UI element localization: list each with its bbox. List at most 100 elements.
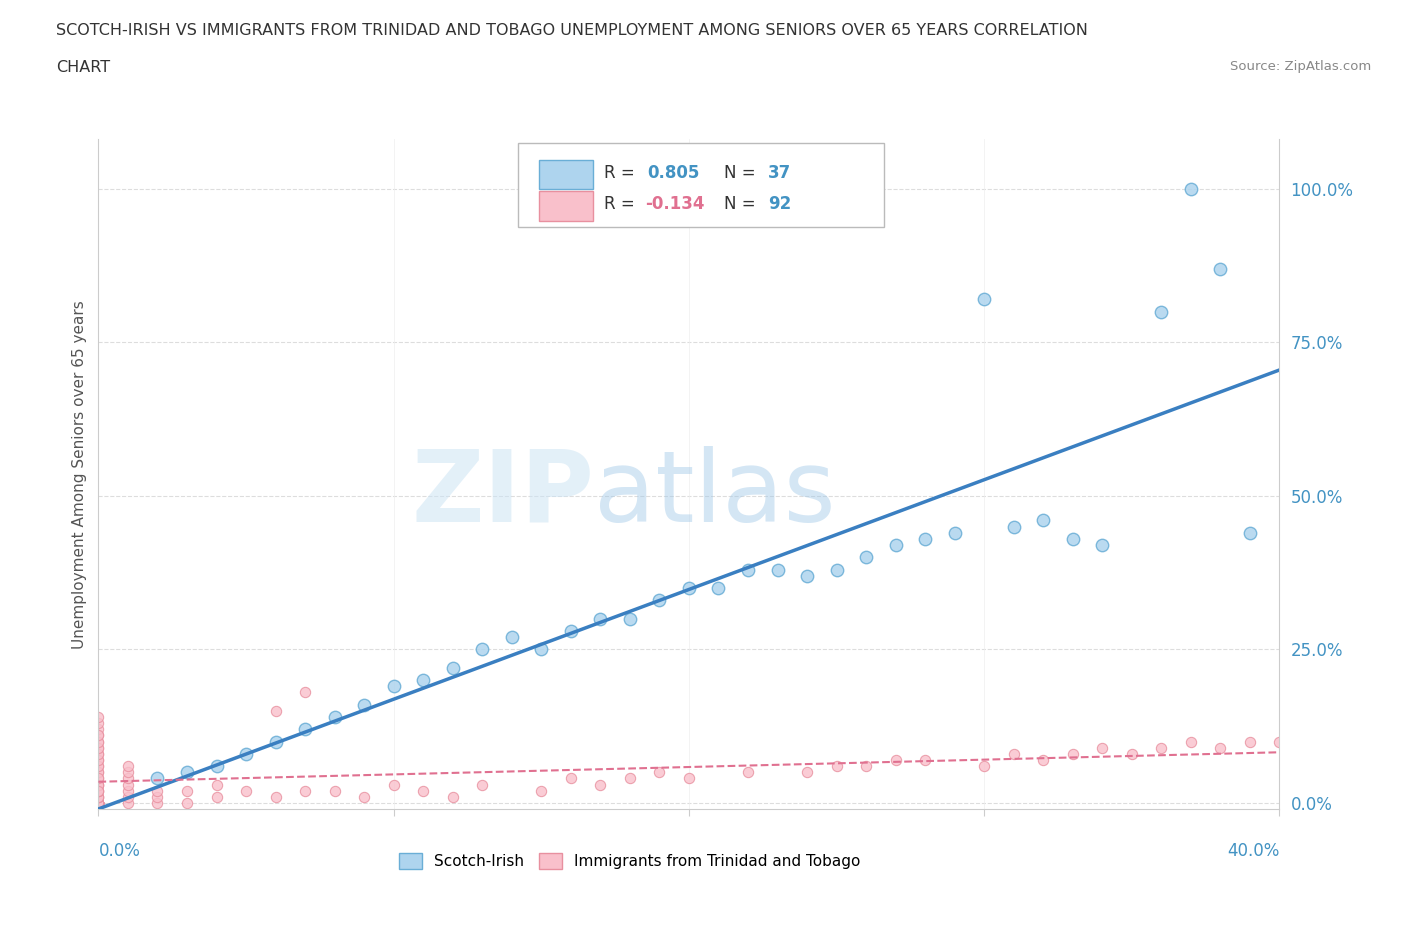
Point bbox=[117, 795, 139, 810]
Point bbox=[973, 759, 995, 774]
Text: -0.134: -0.134 bbox=[645, 195, 704, 214]
Point bbox=[87, 795, 110, 810]
Point bbox=[87, 783, 110, 798]
Point bbox=[87, 759, 110, 774]
Point bbox=[412, 672, 434, 687]
Point bbox=[117, 771, 139, 786]
Point bbox=[264, 734, 287, 749]
Point bbox=[117, 783, 139, 798]
FancyBboxPatch shape bbox=[517, 143, 884, 227]
Point bbox=[87, 795, 110, 810]
Point bbox=[87, 790, 110, 804]
Point bbox=[707, 580, 730, 595]
Point bbox=[323, 783, 346, 798]
Point bbox=[1062, 747, 1084, 762]
Point bbox=[87, 795, 110, 810]
Point bbox=[530, 783, 553, 798]
Point bbox=[589, 777, 612, 792]
Point bbox=[678, 580, 700, 595]
Text: atlas: atlas bbox=[595, 445, 837, 543]
Point bbox=[766, 562, 789, 577]
Point bbox=[1180, 181, 1202, 196]
Text: CHART: CHART bbox=[56, 60, 110, 75]
Point bbox=[87, 764, 110, 779]
Point bbox=[884, 752, 907, 767]
Point bbox=[471, 642, 494, 657]
Point bbox=[1032, 513, 1054, 528]
Point bbox=[87, 771, 110, 786]
Point bbox=[117, 790, 139, 804]
Point bbox=[1239, 525, 1261, 540]
Point bbox=[441, 660, 464, 675]
Point bbox=[87, 795, 110, 810]
Point bbox=[87, 734, 110, 749]
Point bbox=[87, 795, 110, 810]
Point bbox=[146, 795, 169, 810]
Point bbox=[678, 771, 700, 786]
Point bbox=[87, 795, 110, 810]
Text: ZIP: ZIP bbox=[412, 445, 595, 543]
Point bbox=[560, 623, 582, 638]
Point bbox=[87, 777, 110, 792]
Point bbox=[412, 783, 434, 798]
Point bbox=[1002, 519, 1025, 534]
Point bbox=[146, 771, 169, 786]
Point bbox=[825, 562, 848, 577]
Point bbox=[943, 525, 966, 540]
Point bbox=[146, 790, 169, 804]
Point bbox=[87, 728, 110, 743]
Point bbox=[87, 710, 110, 724]
Legend: Scotch-Irish, Immigrants from Trinidad and Tobago: Scotch-Irish, Immigrants from Trinidad a… bbox=[392, 847, 868, 875]
Point bbox=[87, 783, 110, 798]
Point bbox=[796, 764, 818, 779]
Point bbox=[87, 777, 110, 792]
Point bbox=[530, 642, 553, 657]
Point bbox=[235, 747, 257, 762]
Point bbox=[294, 684, 316, 699]
Text: 37: 37 bbox=[768, 164, 792, 182]
Point bbox=[1091, 538, 1114, 552]
Point bbox=[914, 752, 936, 767]
Point bbox=[1150, 304, 1173, 319]
Point bbox=[87, 795, 110, 810]
Point bbox=[737, 764, 759, 779]
Point bbox=[87, 716, 110, 731]
Text: SCOTCH-IRISH VS IMMIGRANTS FROM TRINIDAD AND TOBAGO UNEMPLOYMENT AMONG SENIORS O: SCOTCH-IRISH VS IMMIGRANTS FROM TRINIDAD… bbox=[56, 23, 1088, 38]
Point bbox=[1091, 740, 1114, 755]
Point bbox=[560, 771, 582, 786]
FancyBboxPatch shape bbox=[538, 160, 593, 189]
Point bbox=[855, 550, 877, 565]
Text: R =: R = bbox=[605, 195, 640, 214]
Point bbox=[353, 698, 375, 712]
Point bbox=[737, 562, 759, 577]
Point bbox=[589, 611, 612, 626]
Point bbox=[205, 790, 228, 804]
Point bbox=[87, 752, 110, 767]
Point bbox=[1239, 734, 1261, 749]
Text: 92: 92 bbox=[768, 195, 792, 214]
Point bbox=[323, 710, 346, 724]
Point bbox=[87, 795, 110, 810]
Point bbox=[1209, 261, 1232, 276]
Point bbox=[619, 771, 641, 786]
Point bbox=[353, 790, 375, 804]
Point bbox=[87, 783, 110, 798]
Point bbox=[117, 764, 139, 779]
Point bbox=[146, 783, 169, 798]
Point bbox=[294, 783, 316, 798]
Point bbox=[87, 764, 110, 779]
Point bbox=[619, 611, 641, 626]
Point bbox=[648, 592, 671, 607]
Point bbox=[264, 790, 287, 804]
Point bbox=[235, 783, 257, 798]
Point bbox=[87, 722, 110, 737]
Point bbox=[648, 764, 671, 779]
Text: Source: ZipAtlas.com: Source: ZipAtlas.com bbox=[1230, 60, 1371, 73]
Point bbox=[796, 568, 818, 583]
Text: 0.805: 0.805 bbox=[648, 164, 700, 182]
Point bbox=[884, 538, 907, 552]
Point bbox=[87, 795, 110, 810]
Point bbox=[87, 795, 110, 810]
Text: R =: R = bbox=[605, 164, 640, 182]
Point bbox=[87, 747, 110, 762]
